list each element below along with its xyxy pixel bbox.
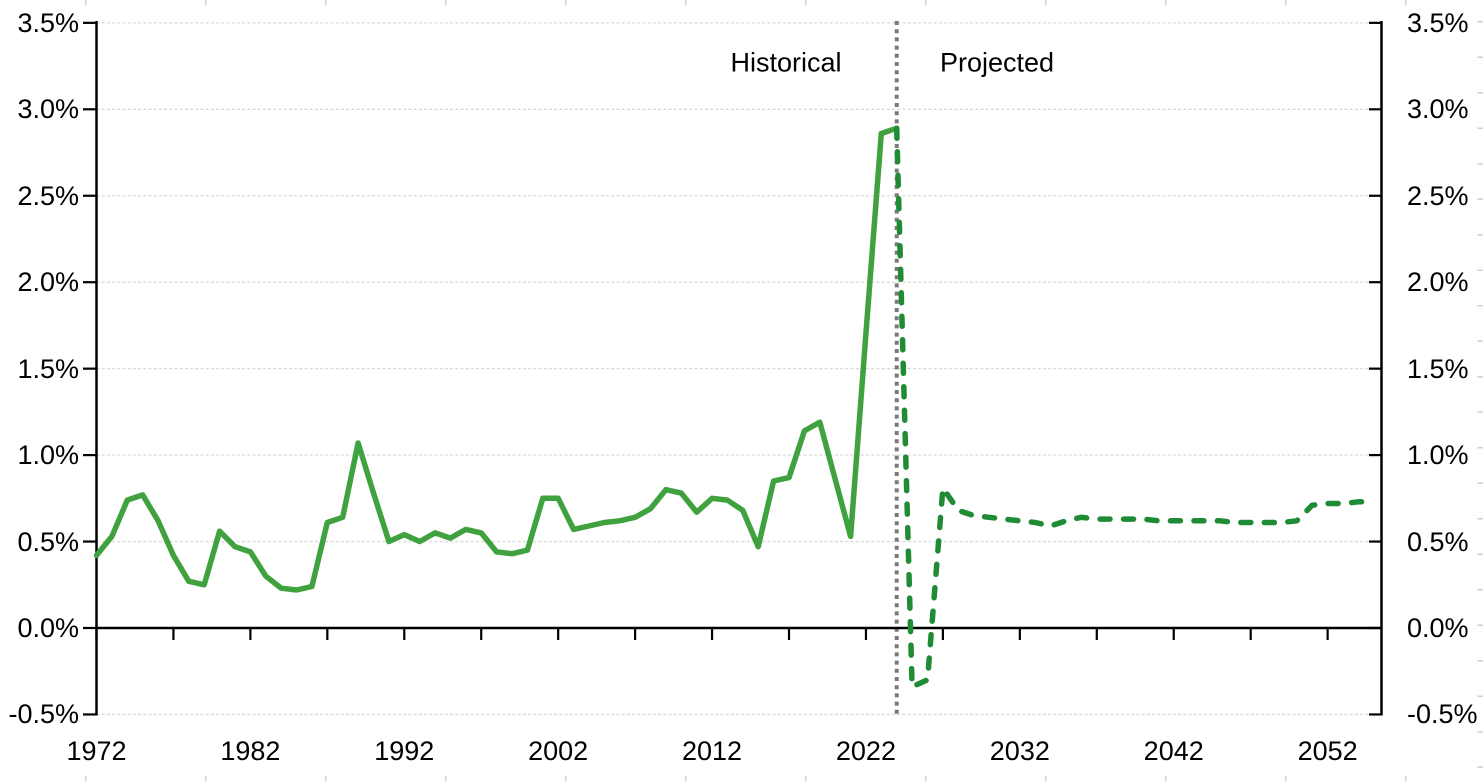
sheet-gridline-mark — [565, 0, 567, 5]
sheet-gridline-mark — [1045, 0, 1047, 5]
sheet-gridline-mark — [85, 0, 87, 5]
sheet-gridline-mark — [1477, 21, 1483, 23]
sheet-gridline-mark — [1477, 198, 1483, 200]
sheet-gridline-mark — [1477, 660, 1483, 662]
sheet-gridline-mark — [1405, 776, 1407, 781]
x-axis-label: 2042 — [1143, 736, 1204, 766]
sheet-gridline-mark — [1477, 340, 1483, 342]
sheet-gridline-mark — [685, 776, 687, 781]
y-axis-label: 3.0% — [1407, 94, 1469, 125]
y-axis-label: 3.5% — [17, 7, 79, 38]
sheet-gridline-mark — [1477, 589, 1483, 591]
sheet-gridline-mark — [1477, 553, 1483, 555]
x-axis-label: 2002 — [528, 736, 589, 766]
sheet-gridline-mark — [1477, 305, 1483, 307]
y-axis-label: 3.5% — [1407, 7, 1469, 38]
y-axis-label: 0.5% — [1407, 526, 1469, 557]
x-axis-label: 1982 — [220, 736, 281, 766]
sheet-gridline-mark — [805, 0, 807, 5]
sheet-gridline-mark — [1477, 127, 1483, 129]
sheet-gridline-mark — [1477, 234, 1483, 236]
x-axis-label: 2032 — [989, 736, 1050, 766]
sheet-gridline-mark — [1165, 0, 1167, 5]
y-axis-label: 2.5% — [17, 180, 79, 211]
x-axis-label: 2022 — [835, 736, 896, 766]
sheet-gridline-mark — [325, 776, 327, 781]
y-axis-label: 0.0% — [1407, 613, 1469, 643]
sheet-gridline-mark — [1477, 411, 1483, 413]
sheet-gridline-mark — [1405, 0, 1407, 5]
sheet-gridline-mark — [1477, 269, 1483, 271]
x-axis-label: 2052 — [1297, 736, 1358, 766]
sheet-gridline-mark — [445, 0, 447, 5]
y-axis-label: 1.0% — [17, 440, 79, 471]
sheet-gridline-mark — [1477, 92, 1483, 94]
sheet-gridline-mark — [565, 776, 567, 781]
x-axis-label: 2012 — [682, 736, 743, 766]
sheet-gridline-mark — [1477, 482, 1483, 484]
historical-line — [93, 125, 900, 593]
y-axis-label: 0.0% — [17, 613, 79, 643]
sheet-gridline-mark — [205, 776, 207, 781]
historical-annotation: Historical — [730, 47, 842, 78]
sheet-gridline-mark — [1477, 766, 1483, 768]
y-axis-label: 2.0% — [17, 267, 79, 298]
sheet-gridline-mark — [1477, 518, 1483, 520]
projected-line — [893, 125, 1377, 690]
sheet-gridline-mark — [205, 0, 207, 5]
sheet-gridline-mark — [1045, 776, 1047, 781]
sheet-gridline-mark — [1285, 776, 1287, 781]
y-axis-label: 3.0% — [17, 94, 79, 125]
y-axis-label: 2.0% — [1407, 267, 1469, 298]
y-axis-label: -0.5% — [1407, 699, 1478, 730]
sheet-gridline-mark — [1477, 376, 1483, 378]
sheet-gridline-mark — [445, 776, 447, 781]
projected-annotation: Projected — [939, 47, 1055, 78]
y-axis-label: 1.0% — [1407, 440, 1469, 471]
sheet-gridline-mark — [805, 776, 807, 781]
y-axis-label: 1.5% — [1407, 353, 1469, 384]
x-axis-label: 1972 — [66, 736, 127, 766]
y-axis-label: 1.5% — [17, 353, 79, 384]
sheet-gridline-mark — [1477, 731, 1483, 733]
sheet-gridline-mark — [1477, 624, 1483, 626]
sheet-gridline-mark — [1477, 163, 1483, 165]
sheet-gridline-mark — [85, 776, 87, 781]
sheet-gridline-mark — [1285, 0, 1287, 5]
y-axis-label: 0.5% — [17, 526, 79, 557]
sheet-gridline-mark — [1477, 56, 1483, 58]
sheet-gridline-mark — [685, 0, 687, 5]
sheet-gridline-mark — [325, 0, 327, 5]
y-axis-label: -0.5% — [8, 699, 79, 730]
sheet-gridline-mark — [1477, 695, 1483, 697]
sheet-gridline-mark — [1477, 447, 1483, 449]
x-axis-label: 1992 — [374, 736, 435, 766]
sheet-gridline-mark — [925, 776, 927, 781]
sheet-gridline-mark — [1165, 776, 1167, 781]
y-axis-label: 2.5% — [1407, 180, 1469, 211]
sheet-gridline-mark — [925, 0, 927, 5]
